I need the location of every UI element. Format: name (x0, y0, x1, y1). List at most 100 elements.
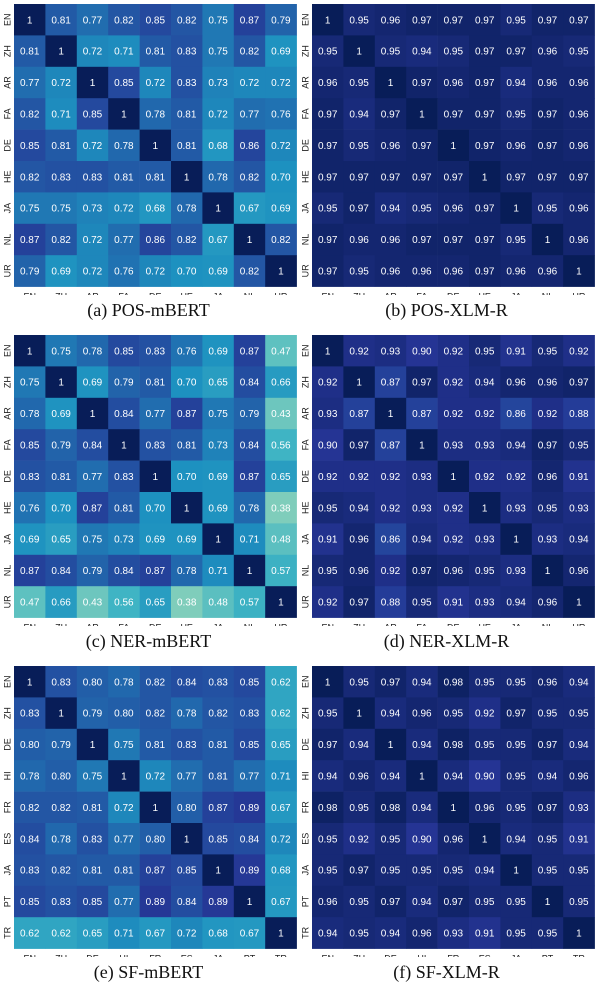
cell-label: 1 (184, 503, 190, 514)
heatmap-cell (531, 129, 564, 162)
heatmap-cell (437, 397, 470, 430)
heatmap-cell (406, 523, 438, 556)
heatmap-cell (76, 255, 109, 287)
y-tick-label: HE (300, 501, 310, 514)
cell-label: 0.43 (271, 409, 291, 420)
y-tick-label: EN (300, 13, 310, 26)
heatmap-cell (76, 223, 109, 256)
cell-label: 0.95 (318, 204, 338, 215)
heatmap-cell (233, 523, 266, 556)
heatmap-cell (500, 366, 533, 399)
cell-label: 0.48 (271, 535, 291, 546)
heatmap-cell (171, 223, 203, 256)
cell-label: 0.83 (177, 78, 197, 89)
cell-label: 0.69 (51, 409, 71, 420)
heatmap-cell (14, 366, 46, 399)
y-tick-label: DE (2, 470, 12, 483)
cell-label: 0.92 (444, 409, 464, 420)
heatmap-cell (45, 335, 78, 367)
x-tick-label: UR (274, 623, 287, 626)
x-tick-label: ZH (353, 954, 365, 957)
cell-label: 0.85 (114, 78, 134, 89)
heatmap-cell (108, 223, 140, 256)
cell-label: 1 (356, 709, 362, 720)
cell-label: 1 (513, 535, 519, 546)
cell-label: 0.94 (412, 677, 432, 688)
heatmap-cell (202, 728, 235, 761)
heatmap-cell (233, 917, 266, 949)
heatmap-cell (233, 586, 266, 618)
cell-label: 0.97 (444, 235, 464, 246)
cell-label: 0.78 (146, 110, 166, 121)
heatmap-cell (45, 366, 78, 399)
heatmap-cell (76, 523, 109, 556)
cell-label: 1 (388, 740, 394, 751)
cell-label: 0.97 (381, 677, 401, 688)
cell-label: 0.95 (349, 267, 369, 278)
cell-label: 1 (388, 409, 394, 420)
heatmap-cell (563, 917, 595, 949)
heatmap-cell (139, 397, 172, 430)
x-tick-label: TR (573, 954, 585, 957)
cell-label: 1 (58, 378, 64, 389)
heatmap-cell (406, 35, 438, 68)
x-tick-label: HI (417, 954, 426, 957)
heatmap-cell (139, 460, 172, 493)
cell-label: 0.97 (444, 15, 464, 26)
heatmap-cell (469, 728, 501, 761)
cell-label: 0.97 (318, 141, 338, 152)
cell-label: 0.72 (83, 47, 103, 58)
heatmap-cell (563, 791, 595, 824)
heatmap-cell (265, 666, 297, 698)
heatmap-cell (406, 492, 438, 524)
heatmap-cell (563, 728, 595, 761)
x-tick-label: HE (478, 623, 491, 626)
y-tick-label: HE (2, 170, 12, 183)
cell-label: 0.95 (506, 772, 526, 783)
heatmap-cell (343, 791, 376, 824)
cell-label: 0.94 (349, 740, 369, 751)
cell-label: 0.69 (208, 503, 228, 514)
heatmap-svg-b: 1 0.95 0.96 0.97 0.97 0.97 0.95 0.97 0.97 0.95 1 0.… (300, 4, 595, 295)
y-tick-label: DE (300, 738, 310, 751)
cell-label: 0.97 (412, 566, 432, 577)
x-tick-label: EN (321, 954, 334, 957)
cell-label: 0.96 (349, 535, 369, 546)
cell-label: 1 (247, 235, 253, 246)
cell-label: 0.65 (83, 929, 103, 940)
cell-label: 0.96 (318, 897, 338, 908)
cell-label: 1 (215, 535, 221, 546)
cell-label: 0.90 (318, 441, 338, 452)
cell-label: 0.95 (318, 834, 338, 845)
heatmap-svg-a: 1 0.81 0.77 0.82 0.85 0.82 0.75 0.87 0.79 0.81 1 0.… (2, 4, 297, 295)
heatmap-cell (563, 666, 595, 698)
cell-label: 0.79 (83, 566, 103, 577)
cell-label: 0.96 (569, 110, 589, 121)
heatmap-cell (265, 492, 297, 524)
heatmap-cell (202, 854, 235, 887)
heatmap-cell (531, 728, 564, 761)
x-tick-label: DE (447, 292, 460, 295)
heatmap-cell (374, 760, 407, 792)
cell-label: 1 (247, 897, 253, 908)
cell-label: 0.88 (569, 409, 589, 420)
heatmap-cell (171, 666, 203, 698)
cell-label: 0.38 (177, 598, 197, 609)
heatmap-cell (45, 4, 78, 36)
heatmap-cell (531, 66, 564, 99)
cell-label: 0.83 (83, 834, 103, 845)
heatmap-cell (312, 161, 344, 193)
cell-label: 0.71 (114, 929, 134, 940)
heatmap-panel-d: 1 0.92 0.93 0.90 0.92 0.95 0.91 0.95 0.92 0.92 1 0.… (298, 331, 595, 662)
heatmap-svg-c: 1 0.75 0.78 0.85 0.83 0.76 0.69 0.87 0.47 0.75 1 0.… (2, 335, 297, 626)
y-tick-label: HE (2, 501, 12, 514)
cell-label: 0.97 (444, 897, 464, 908)
heatmap-cell (563, 129, 595, 162)
heatmap-cell (202, 129, 235, 162)
heatmap-cell (76, 791, 109, 824)
y-tick-label: DE (2, 738, 12, 751)
cell-label: 1 (58, 47, 64, 58)
cell-label: 0.77 (114, 235, 134, 246)
x-tick-label: ES (479, 954, 491, 957)
cell-label: 0.95 (569, 709, 589, 720)
